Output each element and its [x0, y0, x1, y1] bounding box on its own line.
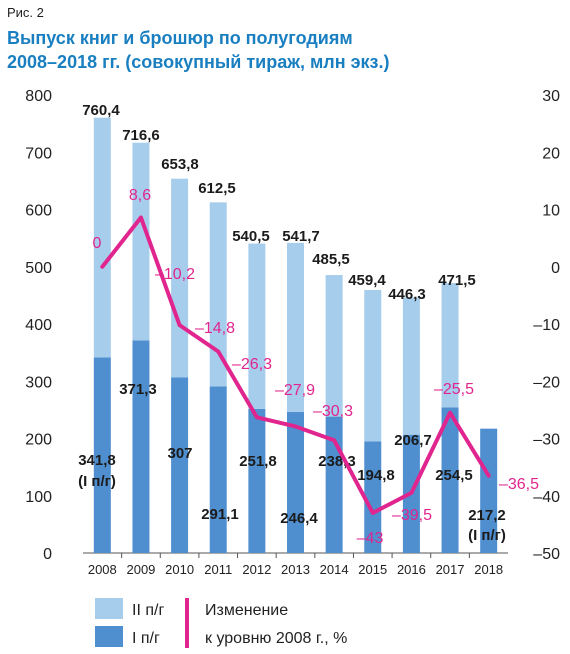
- h1-label-2009: 371,3: [119, 381, 157, 398]
- bar-h2-2013: [287, 242, 304, 412]
- x-tick-label: 2008: [88, 562, 117, 577]
- h1-label-2015: 194,8: [357, 467, 395, 484]
- change-label-2017: –25,5: [434, 381, 474, 398]
- x-tick-label: 2012: [242, 562, 271, 577]
- legend-label-h1: I п/г: [132, 630, 160, 647]
- x-tick-label: 2018: [474, 562, 503, 577]
- change-label-2015: –43: [357, 530, 384, 547]
- y-left-tick-label: 200: [25, 432, 52, 449]
- total-label-2016: 446,3: [388, 286, 426, 303]
- bar-h1-2008: [93, 357, 111, 553]
- bar-h2-2014: [325, 275, 343, 417]
- y-left-tick-label: 600: [25, 203, 52, 220]
- change-label-2013: –27,9: [275, 382, 315, 399]
- total-label-2017: 471,5: [438, 272, 476, 289]
- bar-h2-2011: [209, 202, 227, 387]
- y-right-tick-label: 30: [542, 88, 560, 105]
- bar-h2-2008: [93, 117, 111, 358]
- legend-label-h2: II п/г: [132, 602, 164, 619]
- bars: [93, 117, 498, 553]
- change-label-2014: –30,3: [313, 403, 353, 420]
- h1-label-2012: 251,8: [239, 453, 277, 470]
- total-label-2013: 541,7: [282, 228, 320, 245]
- h1-label-2017: 254,5: [435, 467, 473, 484]
- change-label-2012: –26,3: [232, 356, 272, 373]
- figure-label: Рис. 2: [7, 5, 44, 20]
- total-label-2015: 459,4: [348, 272, 386, 289]
- change-label-2009: 8,6: [129, 187, 151, 204]
- bar-h1-2013: [287, 411, 304, 553]
- change-label-2011: –14,8: [195, 320, 235, 337]
- chart-title-line-1: Выпуск книг и брошюр по полугодиям: [7, 28, 353, 48]
- h1-note-2008: (I п/г): [78, 473, 116, 490]
- y-right-tick-label: –10: [533, 317, 560, 334]
- total-label-2008: 760,4: [82, 102, 120, 119]
- bar-h1-2011: [209, 386, 227, 553]
- y-left-tick-label: 800: [25, 88, 52, 105]
- x-tick-label: 2016: [397, 562, 426, 577]
- change-series-line: [100, 215, 491, 515]
- h1-label-2013: 246,4: [280, 510, 318, 527]
- y-right-tick-label: 10: [542, 203, 560, 220]
- bar-h1-2017: [441, 407, 459, 553]
- y-right-tick-label: –40: [533, 489, 560, 506]
- y-left-tick-label: 100: [25, 489, 52, 506]
- legend-swatch-h2: [95, 598, 123, 619]
- chart-title-line-2: 2008–2018 гг. (совокупный тираж, млн экз…: [7, 52, 390, 72]
- y-left-tick-label: 300: [25, 374, 52, 391]
- legend-swatch-h1: [95, 626, 123, 647]
- total-label-2009: 716,6: [122, 127, 160, 144]
- x-tick-label: 2014: [320, 562, 349, 577]
- h1-note-2018: (I п/г): [468, 527, 506, 544]
- change-label-2008: 0: [93, 235, 102, 252]
- y-left-tick-label: 400: [25, 317, 52, 334]
- bar-h2-2009: [132, 142, 150, 341]
- h1-label-2018: 217,2: [468, 507, 506, 524]
- y-left-tick-label: 500: [25, 260, 52, 277]
- x-tick-label: 2011: [204, 562, 232, 577]
- h1-label-2011: 291,1: [201, 506, 239, 523]
- change-label-2018: –36,5: [499, 476, 539, 493]
- bar-h2-2016: [402, 297, 420, 435]
- bar-h1-2009: [132, 340, 150, 553]
- h1-label-2008: 341,8: [78, 452, 116, 469]
- bar-h2-2012: [248, 243, 266, 409]
- x-tick-label: 2009: [126, 562, 155, 577]
- y-right-tick-label: –20: [533, 374, 560, 391]
- x-tick-label: 2017: [436, 562, 465, 577]
- x-tick-label: 2015: [358, 562, 387, 577]
- change-label-2016: –39,5: [392, 507, 432, 524]
- h1-label-2010: 307: [167, 445, 192, 462]
- axes: 0100200300400500600700800–50–40–30–20–10…: [25, 88, 560, 577]
- bar-h2-2017: [441, 283, 459, 408]
- bar-h1-2018: [480, 428, 498, 553]
- legend-label-change-line2: к уровню 2008 г., %: [205, 630, 347, 647]
- x-tick-label: 2013: [281, 562, 310, 577]
- y-right-tick-label: –50: [533, 546, 560, 563]
- bar-h1-2012: [248, 408, 266, 553]
- x-tick-label: 2010: [165, 562, 194, 577]
- h1-label-2016: 206,7: [394, 432, 432, 449]
- bar-h2-2015: [364, 289, 382, 442]
- y-right-tick-label: –30: [533, 432, 560, 449]
- total-label-2011: 612,5: [198, 180, 236, 197]
- chart-title: Выпуск книг и брошюр по полугодиям 2008–…: [7, 26, 547, 74]
- bar-h1-2015: [364, 441, 382, 553]
- y-left-tick-label: 700: [25, 145, 52, 162]
- y-left-tick-label: 0: [43, 546, 52, 563]
- legend: II п/г I п/г Изменение к уровню 2008 г.,…: [95, 598, 347, 648]
- y-right-tick-label: 0: [551, 260, 560, 277]
- y-right-tick-label: 20: [542, 145, 560, 162]
- legend-swatch-change: [185, 598, 189, 648]
- bar-h1-2010: [171, 377, 189, 553]
- legend-label-change-line1: Изменение: [205, 602, 288, 619]
- change-line: [100, 215, 491, 515]
- total-label-2010: 653,8: [161, 156, 199, 173]
- total-label-2014: 485,5: [312, 251, 350, 268]
- total-label-2012: 540,5: [232, 228, 270, 245]
